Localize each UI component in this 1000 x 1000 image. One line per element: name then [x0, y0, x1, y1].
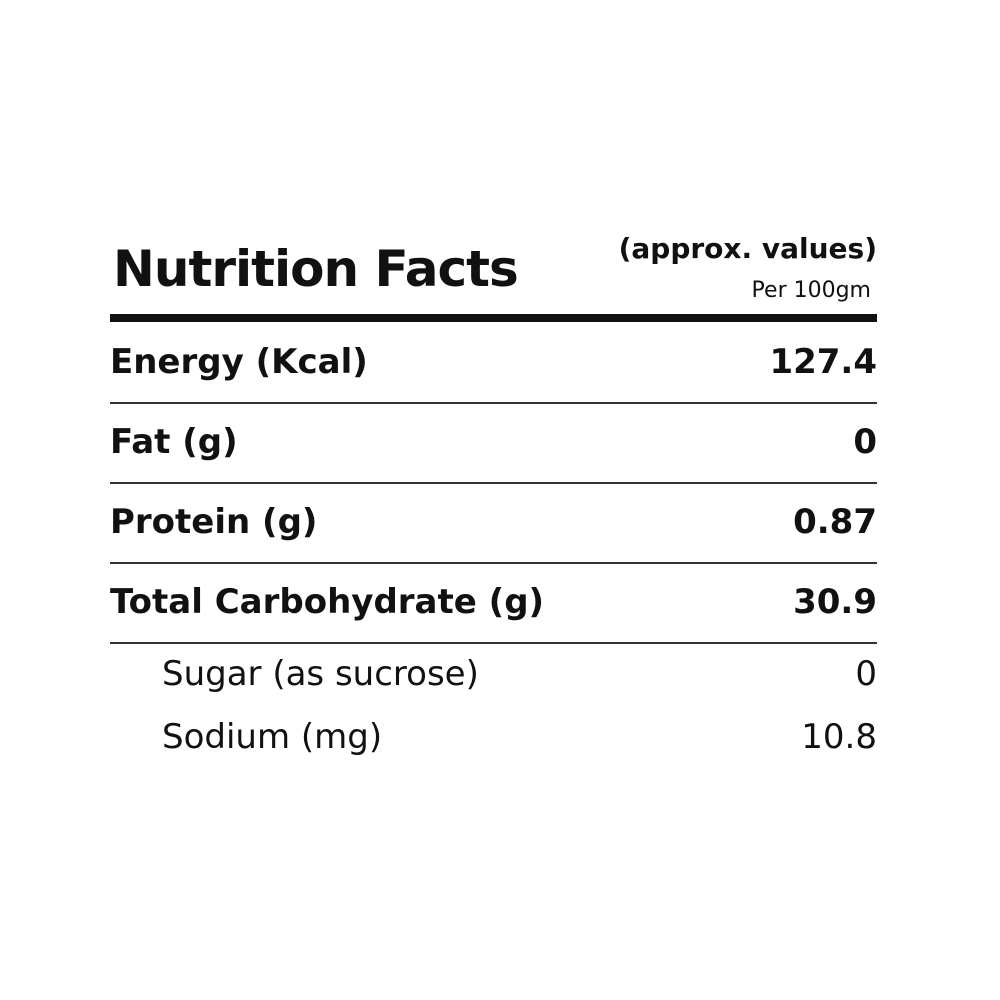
sub-nutrient-row: Sugar (as sucrose) 0 — [162, 654, 877, 694]
nutrient-label: Protein (g) — [110, 502, 318, 542]
nutrient-label: Total Carbohydrate (g) — [110, 582, 545, 622]
nutrient-label: Energy (Kcal) — [110, 342, 368, 382]
nutrient-label: Sodium (mg) — [162, 717, 383, 757]
divider — [110, 314, 877, 322]
nutrient-label: Fat (g) — [110, 422, 238, 462]
nutrient-row: Energy (Kcal) 127.4 — [110, 322, 877, 404]
nutrient-value: 0 — [853, 422, 877, 462]
nutrient-value: 0 — [855, 654, 877, 694]
nutrient-row: Total Carbohydrate (g) 30.9 — [110, 562, 877, 644]
nutrient-label: Sugar (as sucrose) — [162, 654, 479, 694]
sub-nutrient-row: Sodium (mg) 10.8 — [162, 717, 877, 757]
nutrient-value: 127.4 — [769, 342, 877, 382]
basis: Per 100gm — [751, 278, 871, 303]
title: Nutrition Facts — [113, 240, 519, 298]
nutrient-row: Fat (g) 0 — [110, 402, 877, 484]
nutrient-value: 30.9 — [793, 582, 877, 622]
nutrient-row: Protein (g) 0.87 — [110, 482, 877, 564]
nutrient-value: 10.8 — [801, 717, 877, 757]
nutrient-value: 0.87 — [793, 502, 877, 542]
note: (approx. values) — [618, 232, 877, 265]
